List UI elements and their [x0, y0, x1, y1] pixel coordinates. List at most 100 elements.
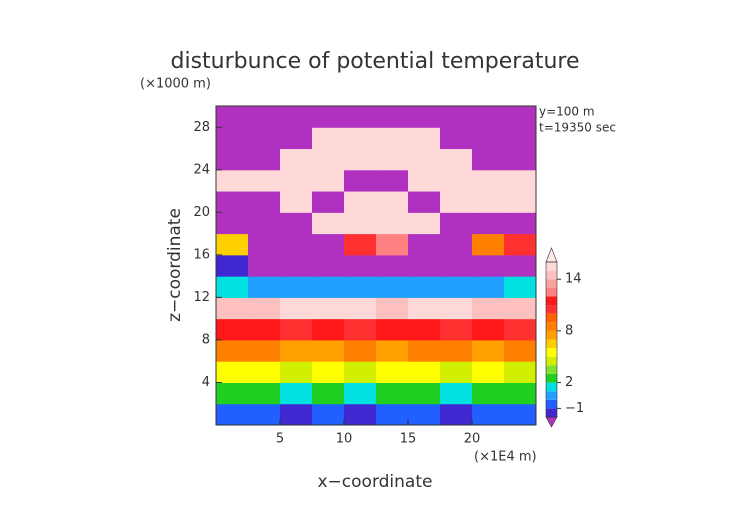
- field-cell: [312, 169, 345, 192]
- field-cell: [376, 382, 409, 405]
- field-cell: [472, 339, 505, 362]
- field-cell: [440, 233, 473, 256]
- field-cell: [312, 339, 345, 362]
- field-cell: [408, 212, 441, 235]
- field-cell: [376, 318, 409, 341]
- colorbar-over: [545, 247, 558, 263]
- field-cell: [312, 382, 345, 405]
- field-cell: [504, 361, 537, 383]
- field-cell: [472, 106, 505, 128]
- colorbar-band: [546, 313, 557, 323]
- field-cell: [248, 148, 281, 171]
- field-cell: [216, 148, 249, 171]
- field-cell: [344, 403, 377, 426]
- colorbar-tick-label: 14: [565, 272, 582, 287]
- field-cell: [408, 169, 441, 192]
- field-cell: [344, 127, 377, 150]
- field-cell: [216, 191, 249, 213]
- y-tick-label: 12: [193, 290, 210, 305]
- field-cell: [504, 212, 537, 235]
- field-cell: [280, 254, 313, 277]
- field-cell: [408, 148, 441, 171]
- field-cell: [376, 339, 409, 362]
- field-cell: [312, 148, 345, 171]
- colorbar-tick-label: 2: [565, 375, 573, 390]
- field-cell: [248, 361, 281, 383]
- field-cell: [344, 169, 377, 192]
- field-cell: [312, 276, 345, 298]
- field-cell: [440, 339, 473, 362]
- field-cell: [408, 382, 441, 405]
- field-cell: [376, 148, 409, 171]
- field-cell: [376, 403, 409, 426]
- field-cell: [344, 361, 377, 383]
- colorbar-band: [546, 262, 557, 271]
- colorbar-frame: [545, 261, 558, 418]
- field-cell: [312, 127, 345, 150]
- plot-frame: [215, 105, 537, 426]
- colorbar-band: [546, 330, 557, 340]
- field-cell: [280, 318, 313, 341]
- field-cell: [504, 339, 537, 362]
- field-cell: [440, 106, 473, 128]
- field-cell: [408, 191, 441, 213]
- field-cell: [248, 339, 281, 362]
- field-cell: [216, 169, 249, 192]
- field-cell: [376, 106, 409, 128]
- field-cell: [248, 191, 281, 213]
- field-cell: [472, 127, 505, 150]
- field-cell: [440, 191, 473, 213]
- field-cell: [280, 403, 313, 426]
- colorbar-band: [546, 399, 557, 409]
- field-cell: [408, 339, 441, 362]
- field-cell: [472, 318, 505, 341]
- field-cell: [312, 403, 345, 426]
- field-cell: [312, 361, 345, 383]
- colorbar-tick-label: 8: [565, 323, 573, 338]
- field-cell: [216, 361, 249, 383]
- field-cell: [344, 233, 377, 256]
- field-cell: [376, 361, 409, 383]
- y-unit: (×1000 m): [140, 77, 211, 92]
- y-tick-label: 4: [202, 375, 210, 390]
- field-cell: [440, 127, 473, 150]
- colorbar-band: [546, 356, 557, 366]
- field-cell: [312, 106, 345, 128]
- field-cell: [216, 318, 249, 341]
- field-cell: [472, 191, 505, 213]
- field-cell: [472, 382, 505, 405]
- field-cell: [216, 276, 249, 298]
- colorbar-band: [546, 408, 557, 417]
- field-cell: [280, 212, 313, 235]
- x-tick-label: 5: [276, 432, 284, 447]
- field-cell: [312, 318, 345, 341]
- field-cell: [376, 254, 409, 277]
- field-cell: [376, 276, 409, 298]
- field-cell: [376, 297, 409, 320]
- field-cell: [472, 403, 505, 426]
- field-cell: [344, 254, 377, 277]
- field-cell: [440, 403, 473, 426]
- field-cell: [312, 297, 345, 320]
- field-cell: [504, 106, 537, 128]
- field-cell: [408, 276, 441, 298]
- field-cell: [312, 254, 345, 277]
- x-tick-label: 10: [336, 432, 353, 447]
- field-cell: [376, 233, 409, 256]
- y-tick-label: 16: [193, 247, 210, 262]
- field-cell: [376, 127, 409, 150]
- y-tick-label: 24: [193, 162, 210, 177]
- field-cell: [280, 297, 313, 320]
- colorbar-band: [546, 270, 557, 280]
- field-cell: [344, 382, 377, 405]
- field-cell: [280, 339, 313, 362]
- field-cell: [280, 361, 313, 383]
- field-cell: [504, 318, 537, 341]
- field-cell: [216, 127, 249, 150]
- field-cell: [216, 297, 249, 320]
- field-cell: [408, 233, 441, 256]
- field-cell: [440, 276, 473, 298]
- field-cell: [280, 169, 313, 192]
- x-tick-label: 15: [400, 432, 417, 447]
